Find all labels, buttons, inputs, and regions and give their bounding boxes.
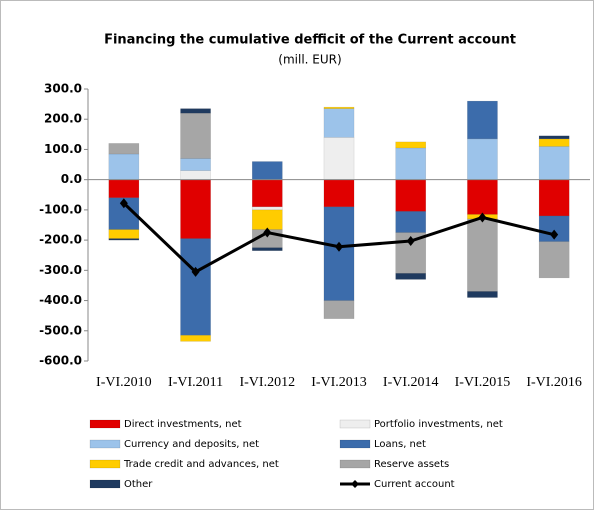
y-tick-label: -600.0 <box>39 354 82 368</box>
chart-subtitle: (mill. EUR) <box>278 53 341 67</box>
legend-swatch <box>89 479 121 489</box>
legend-swatch <box>339 439 371 449</box>
legend-marker <box>351 480 359 488</box>
x-tick-label: I-VI.2015 <box>455 375 511 390</box>
bar-segment <box>395 273 427 280</box>
legend-swatch <box>339 459 371 469</box>
bar-segment <box>323 179 355 208</box>
bar-segment <box>323 206 355 301</box>
y-tick-label: -100.0 <box>39 202 82 216</box>
legend-swatch <box>89 439 121 449</box>
bar-segment <box>108 179 140 199</box>
legend-swatch <box>339 419 371 429</box>
line-marker <box>191 266 200 277</box>
bar-segment <box>180 179 211 239</box>
bar-segment <box>180 112 211 159</box>
bar-segment <box>538 146 570 180</box>
legend-label: Direct investments, net <box>124 419 242 430</box>
line-marker <box>406 236 415 247</box>
bar-segment <box>180 335 211 342</box>
x-tick-label: I-VI.2010 <box>96 375 152 390</box>
x-tick-label: I-VI.2012 <box>239 375 295 390</box>
bar-segment <box>108 143 140 155</box>
bar-segment <box>251 247 283 251</box>
bar-segment <box>180 238 211 336</box>
bar-segment <box>180 108 211 114</box>
bar-segment <box>395 179 427 212</box>
bar-segment <box>467 218 498 292</box>
bar-segment <box>538 179 570 217</box>
bar-segment <box>467 138 498 180</box>
legend-label: Reserve assets <box>374 459 449 470</box>
bar-segment <box>251 161 283 180</box>
bar-segment <box>323 137 355 180</box>
y-tick-label: -400.0 <box>39 293 82 307</box>
bar-segment <box>395 147 427 180</box>
bar-segment <box>180 170 211 180</box>
legend-label: Currency and deposits, net <box>124 439 259 450</box>
legend-label: Other <box>124 479 153 490</box>
bar-segment <box>251 206 283 211</box>
bar-segment <box>108 153 140 180</box>
y-tick-label: -300.0 <box>39 263 82 277</box>
legend-label: Loans, net <box>374 439 426 450</box>
bar-segment <box>538 135 570 140</box>
y-tick-label: -500.0 <box>39 323 82 337</box>
y-tick-label: 0.0 <box>61 172 82 186</box>
x-tick-label: I-VI.2013 <box>311 375 367 390</box>
legend-label: Trade credit and advances, net <box>123 459 279 470</box>
y-tick-label: 100.0 <box>44 142 82 156</box>
x-tick-label: I-VI.2016 <box>526 375 582 390</box>
y-tick-label: 300.0 <box>44 82 82 96</box>
bar-segment <box>323 108 355 138</box>
line-marker <box>550 229 559 240</box>
line-marker <box>263 227 272 238</box>
bar-segment <box>108 238 140 241</box>
chart-title: Financing the cumulative defficit of the… <box>104 33 516 48</box>
bar-segment <box>251 209 283 230</box>
line-marker <box>478 212 487 223</box>
bar-segment <box>323 106 355 109</box>
line-marker <box>119 198 128 209</box>
x-tick-label: I-VI.2014 <box>383 375 439 390</box>
legend-swatch <box>89 459 121 469</box>
x-tick-label: I-VI.2011 <box>168 375 223 390</box>
bar-segment <box>538 138 570 147</box>
legend-swatch <box>89 419 121 429</box>
bar-segment <box>395 211 427 233</box>
bar-segment <box>323 300 355 319</box>
legend-label: Current account <box>374 479 455 490</box>
bar-segment <box>180 158 211 171</box>
bar-segment <box>395 141 427 149</box>
bar-segment <box>108 229 140 239</box>
legend-label: Portfolio investments, net <box>374 419 503 430</box>
y-tick-label: -200.0 <box>39 233 82 247</box>
bar-segment <box>467 179 498 215</box>
bar-segment <box>467 291 498 298</box>
line-marker <box>335 241 343 252</box>
bar-segment <box>538 241 570 279</box>
bar-segment <box>467 100 498 140</box>
bar-segment <box>251 179 283 208</box>
y-tick-label: 200.0 <box>44 112 82 126</box>
